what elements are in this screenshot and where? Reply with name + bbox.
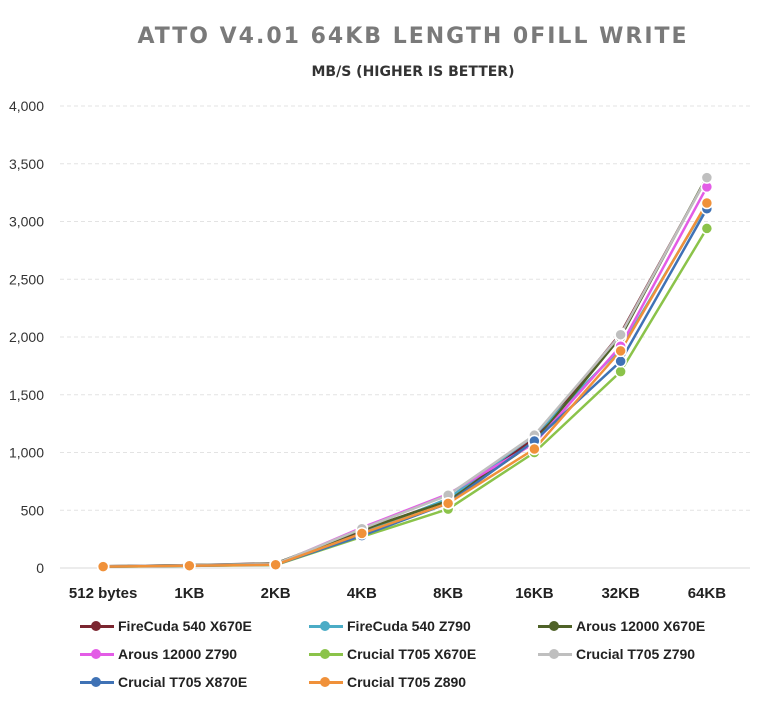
y-tick-label: 3,000 xyxy=(9,214,44,230)
x-tick-label: 16KB xyxy=(515,585,554,602)
chart-title: ATTO V4.01 64KB LENGTH 0FILL WRITE xyxy=(137,24,689,49)
data-point xyxy=(96,560,110,573)
x-tick-label: 64KB xyxy=(688,585,727,602)
legend-item: Arous 12000 Z790 xyxy=(80,643,237,665)
x-tick-label: 4KB xyxy=(347,585,377,602)
legend-label: Crucial T705 X670E xyxy=(347,646,477,662)
legend-marker xyxy=(80,675,114,689)
legend-label: Arous 12000 Z790 xyxy=(118,646,238,662)
legend-marker xyxy=(309,619,343,633)
data-point xyxy=(614,365,627,378)
data-point xyxy=(183,559,196,572)
legend-label: Crucial T705 Z890 xyxy=(347,674,467,690)
y-tick-label: 4,000 xyxy=(9,98,44,114)
data-point xyxy=(441,497,455,510)
legend-item: FireCuda 540 X670E xyxy=(80,615,252,637)
data-point xyxy=(614,355,627,368)
legend-item: FireCuda 540 Z790 xyxy=(309,615,471,637)
chart-subtitle: MB/S (HIGHER IS BETTER) xyxy=(311,64,515,80)
data-point xyxy=(614,344,627,358)
y-tick-label: 500 xyxy=(21,502,45,518)
data-point xyxy=(700,222,714,235)
legend-marker xyxy=(309,675,343,689)
legend-label: Arous 12000 X670E xyxy=(576,618,706,634)
series-line xyxy=(103,202,708,568)
data-point xyxy=(700,196,714,210)
y-tick-label: 1,500 xyxy=(9,387,44,403)
legend-label: FireCuda 540 X670E xyxy=(118,618,252,634)
data-point xyxy=(528,442,541,456)
data-point xyxy=(700,171,714,184)
y-tick-label: 0 xyxy=(36,560,44,576)
x-tick-label: 512 bytes xyxy=(69,585,137,602)
x-tick-label: 2KB xyxy=(261,585,291,602)
y-tick-label: 2,500 xyxy=(9,271,44,287)
legend-item: Crucial T705 X670E xyxy=(309,643,476,665)
legend-label: Crucial T705 X870E xyxy=(118,674,248,690)
y-tick-label: 2,000 xyxy=(9,329,44,345)
y-tick-label: 3,500 xyxy=(9,156,44,172)
legend-marker xyxy=(80,619,114,633)
legend-marker xyxy=(80,647,114,661)
x-tick-label: 32KB xyxy=(601,585,640,602)
y-tick-label: 1,000 xyxy=(9,445,44,461)
legend-marker xyxy=(538,647,572,661)
data-point xyxy=(269,558,282,572)
x-tick-label: 8KB xyxy=(433,585,463,602)
data-point xyxy=(355,527,369,540)
legend-item: Crucial T705 Z790 xyxy=(538,643,695,665)
legend-marker xyxy=(309,647,343,661)
legend-item: Crucial T705 X870E xyxy=(80,671,247,693)
data-point xyxy=(614,328,627,341)
legend-item: Crucial T705 Z890 xyxy=(309,671,466,693)
legend-label: FireCuda 540 Z790 xyxy=(347,618,471,634)
legend-marker xyxy=(538,619,572,633)
legend-label: Crucial T705 Z790 xyxy=(576,646,696,662)
x-tick-label: 1KB xyxy=(174,585,204,602)
legend-item: Arous 12000 X670E xyxy=(538,615,705,637)
